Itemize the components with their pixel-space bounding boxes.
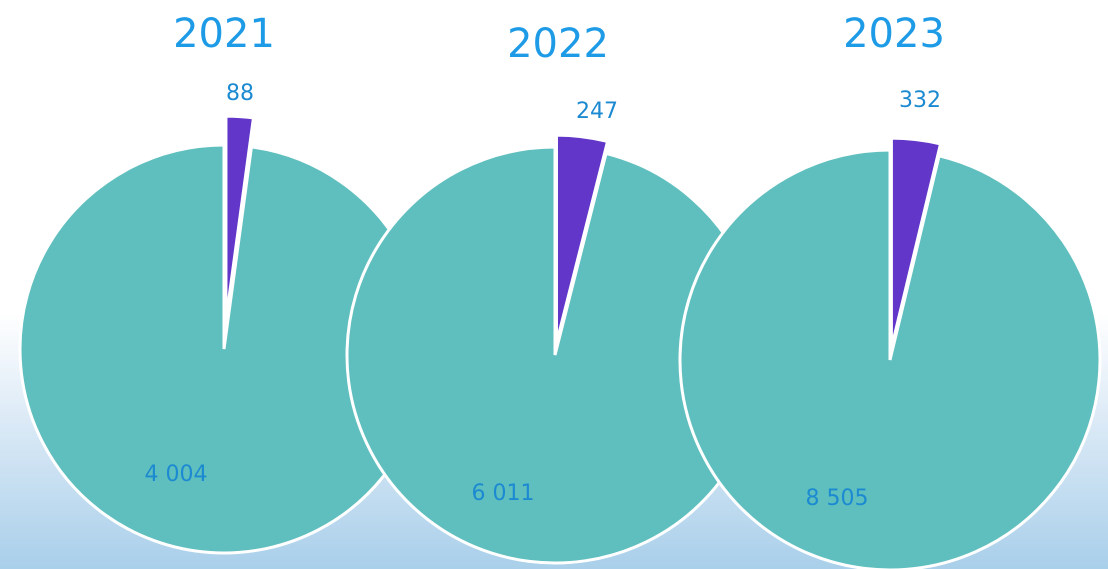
pie-slice-small xyxy=(224,114,256,321)
slice-label-small: 88 xyxy=(226,81,254,106)
slice-label-large: 8 505 xyxy=(806,486,869,511)
pie-slice-small xyxy=(554,133,610,344)
pie-slice-small xyxy=(889,136,943,349)
slice-label-small: 247 xyxy=(576,99,618,124)
chart-title: 2023 xyxy=(843,11,945,57)
slice-label-large: 6 011 xyxy=(472,481,535,506)
chart-title: 2021 xyxy=(173,11,275,57)
slice-label-large: 4 004 xyxy=(145,462,208,487)
chart-title: 2022 xyxy=(507,21,609,67)
slice-label-small: 332 xyxy=(899,88,941,113)
pie-chart-2022: 2022 247 6 011 xyxy=(345,21,765,565)
pie-chart-2023: 2023 332 8 505 xyxy=(678,11,1102,569)
pie-chart-2021: 2021 88 4 004 xyxy=(18,11,430,555)
